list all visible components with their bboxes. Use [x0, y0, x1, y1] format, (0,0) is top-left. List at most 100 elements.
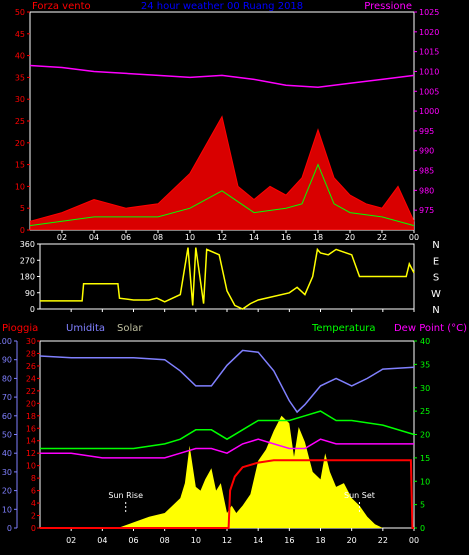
humidity-tick-label: 90 [2, 356, 12, 365]
x-tick-label: 18 [313, 233, 323, 242]
temp-tick-label: 15 [420, 454, 430, 463]
left-tick-label: 40 [15, 52, 25, 61]
right-tick-label: 985 [419, 167, 434, 176]
right-tick-label: 1005 [419, 87, 439, 96]
chart-title: 24 hour weather 00 Ruang 2018 [141, 1, 303, 12]
temperature-line [40, 410, 415, 450]
humidity-tick-label: 70 [2, 393, 12, 402]
left-tick-label: 20 [15, 139, 25, 148]
rain-title: Pioggia [2, 323, 38, 334]
left-tick-label: 30 [15, 95, 25, 104]
temperature-title: Temperatura [311, 323, 376, 334]
temp-tick-label: 35 [420, 360, 430, 369]
rain-tick-label: 20 [26, 399, 36, 408]
x-tick-label: 18 [315, 536, 325, 545]
compass-label: W [431, 289, 441, 300]
x-tick-label: 08 [153, 233, 163, 242]
right-tick-label: 1010 [419, 67, 439, 76]
right-tick-label: 980 [419, 186, 434, 195]
right-tick-label: 1015 [419, 48, 439, 57]
sun-annotation: Sun Rise [108, 491, 143, 500]
right-tick-label: 1000 [419, 107, 439, 116]
left-tick-label: 45 [15, 30, 25, 39]
solar-area [117, 415, 383, 528]
wind-line [29, 115, 415, 222]
dir-tick-label: 360 [20, 240, 35, 249]
humidity-line [39, 349, 415, 414]
humidity-tick-label: 40 [2, 449, 12, 458]
x-tick-label: 00 [409, 233, 419, 242]
compass-label: S [433, 273, 439, 284]
x-tick-label: 12 [222, 536, 232, 545]
dewpoint-title: Dew Point (°C) [394, 323, 467, 334]
right-axis-title: Pressione [364, 1, 412, 12]
x-tick-label: 02 [57, 233, 67, 242]
rain-tick-label: 2 [31, 512, 36, 521]
rain-tick-label: 6 [31, 487, 36, 496]
rain-tick-label: 26 [26, 362, 36, 371]
x-tick-label: 06 [121, 233, 131, 242]
x-tick-label: 14 [249, 233, 259, 242]
dir-tick-label: 270 [20, 256, 35, 265]
rain-tick-label: 8 [31, 474, 36, 483]
x-tick-label: 22 [378, 536, 388, 545]
humidity-tick-label: 30 [2, 468, 12, 477]
left-tick-label: 5 [20, 204, 25, 213]
x-tick-label: 06 [128, 536, 138, 545]
x-tick-label: 08 [160, 536, 170, 545]
rain-tick-label: 24 [26, 374, 36, 383]
temp-tick-label: 20 [420, 431, 430, 440]
temp-tick-label: 0 [420, 524, 425, 533]
temp-tick-label: 40 [420, 337, 430, 346]
humidity-tick-label: 10 [2, 505, 12, 514]
x-tick-label: 04 [89, 233, 99, 242]
humidity-tick-label: 0 [7, 524, 12, 533]
left-tick-label: 0 [20, 226, 25, 235]
sun-annotation: Sun Set [344, 491, 375, 500]
x-tick-label: 10 [191, 536, 201, 545]
humidity-tick-label: 80 [2, 374, 12, 383]
temp-tick-label: 10 [420, 477, 430, 486]
panel2-frame [39, 243, 415, 310]
rain-tick-label: 28 [26, 349, 36, 358]
compass-label: N [432, 305, 439, 316]
x-tick-label: 14 [253, 536, 263, 545]
rain-tick-label: 0 [31, 524, 36, 533]
right-tick-label: 975 [419, 206, 434, 215]
x-tick-label: 10 [185, 233, 195, 242]
rain-tick-label: 22 [26, 387, 36, 396]
right-tick-label: 990 [419, 147, 434, 156]
rain-tick-label: 16 [26, 424, 36, 433]
solar-title: Solar [117, 323, 143, 334]
x-tick-label: 00 [409, 536, 419, 545]
wind-area [30, 116, 414, 230]
right-tick-label: 1025 [419, 8, 439, 17]
x-tick-label: 20 [347, 536, 357, 545]
compass-label: E [433, 256, 439, 267]
x-tick-label: 12 [217, 233, 227, 242]
left-tick-label: 15 [15, 161, 25, 170]
wind-direction-line [40, 247, 415, 310]
rain-tick-label: 12 [26, 449, 36, 458]
x-tick-label: 16 [281, 233, 291, 242]
left-axis-title: Forza vento [32, 1, 91, 12]
right-tick-label: 995 [419, 127, 434, 136]
humidity-tick-label: 60 [2, 412, 12, 421]
rain-tick-label: 14 [26, 437, 36, 446]
rain-tick-label: 4 [31, 499, 36, 508]
left-tick-label: 35 [15, 73, 25, 82]
humidity-tick-label: 100 [0, 337, 12, 346]
x-tick-label: 04 [97, 536, 107, 545]
x-tick-label: 20 [345, 233, 355, 242]
left-tick-label: 25 [15, 117, 25, 126]
rain-line [40, 459, 414, 529]
temp-tick-label: 30 [420, 384, 430, 393]
left-tick-label: 10 [15, 182, 25, 191]
dir-tick-label: 90 [25, 289, 35, 298]
humidity-title: Umidita [66, 323, 105, 334]
compass-label: N [432, 240, 439, 251]
x-tick-label: 16 [284, 536, 294, 545]
green-line [29, 163, 415, 227]
